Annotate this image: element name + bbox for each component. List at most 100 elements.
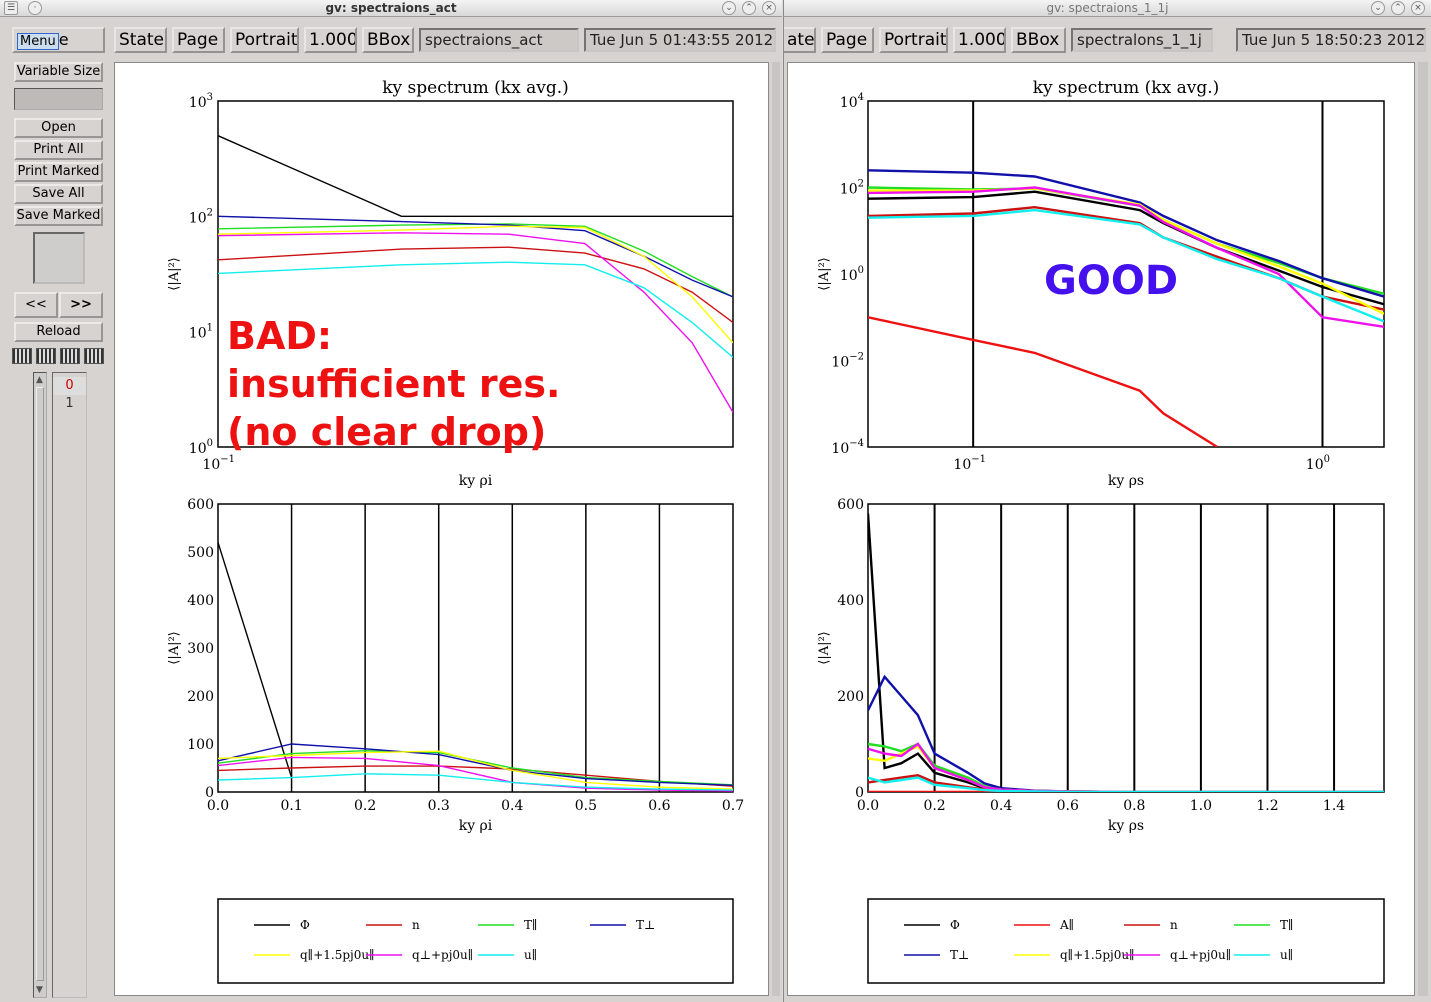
x-axis-label: ky ρs	[1108, 473, 1144, 489]
save-marked-button[interactable]: Save Marked	[14, 206, 103, 226]
print-marked-button[interactable]: Print Marked	[14, 162, 103, 182]
zoom-button[interactable]: 1.000	[953, 27, 1006, 53]
series-line-1	[218, 246, 733, 324]
chart-title: ky spectrum (kx avg.)	[382, 78, 569, 98]
legend-label: T∥	[524, 918, 538, 932]
series-line-3	[218, 743, 733, 786]
x-tick-label: 10−1	[202, 454, 235, 473]
print-all-button[interactable]: Print All	[14, 140, 103, 160]
window-menu-icon[interactable]: ☰	[4, 1, 18, 15]
x-tick-label: 100	[1306, 454, 1330, 473]
zoom-button[interactable]: 1.000	[304, 27, 357, 53]
date-field: Tue Jun 5 01:43:55 2012	[584, 28, 776, 52]
left-page-svg: ky spectrum (kx avg.) ky ρi ⟨|A|²⟩ 100 101 10…	[167, 78, 744, 984]
state-button[interactable]: State	[114, 27, 167, 53]
x-tick-label: 0.3	[428, 798, 450, 814]
series-line-6	[868, 186, 1384, 328]
plot-frame	[867, 503, 1385, 793]
scroll-down-icon[interactable]: ▼	[36, 985, 43, 995]
legend-box	[867, 898, 1385, 984]
sticky-icon[interactable]: ·	[28, 1, 42, 15]
plot-frame	[867, 100, 1385, 448]
left-side-panel: Variable Size Open Print All Print Marke…	[0, 18, 112, 1002]
series-line-7	[868, 776, 1384, 792]
y-tick-label: 100	[187, 737, 214, 753]
close-icon[interactable]: ×	[1411, 1, 1425, 15]
y-axis-label: ⟨|A|²⟩	[167, 257, 182, 291]
right-page: ky spectrum (kx avg.) ky ρs ⟨|A|²⟩ 104 102 10…	[787, 62, 1415, 996]
left-gv-window: ☰ · gv: spectraions_act ⌄ ⌃ × Menu e Stat…	[0, 0, 782, 1002]
y-tick-label: 600	[837, 497, 864, 513]
legend-label: n	[412, 918, 420, 932]
variable-size-button[interactable]: Variable Size	[14, 62, 103, 82]
y-tick-label: 102	[189, 207, 213, 226]
filename-field: spectraions_act	[419, 28, 579, 52]
series-line-7	[868, 208, 1384, 323]
x-tick-label: 0.6	[1057, 798, 1079, 814]
y-axis-label: ⟨|A|²⟩	[817, 631, 832, 665]
window-title: gv: spectraions_act	[325, 1, 457, 15]
mark-toggle-icons[interactable]	[12, 348, 104, 364]
next-page-button[interactable]: >>	[59, 292, 103, 318]
series-line-1	[218, 765, 733, 787]
chart-title: ky spectrum (kx avg.)	[1033, 78, 1220, 98]
prev-page-button[interactable]: <<	[14, 292, 58, 318]
x-tick-label: 1.0	[1190, 798, 1212, 814]
reload-button[interactable]: Reload	[14, 322, 103, 342]
mark-even-icon[interactable]	[36, 348, 56, 364]
orientation-button[interactable]: Portrait	[879, 27, 948, 53]
mark-odd-icon[interactable]	[12, 348, 32, 364]
scroll-thumb[interactable]	[36, 387, 44, 981]
series-line-6	[218, 261, 733, 358]
legend-label: u∥	[1280, 948, 1293, 962]
menu-button[interactable]: Menu e	[12, 27, 105, 53]
maximize-icon[interactable]: ⌃	[1391, 1, 1405, 15]
mark-current-icon[interactable]	[60, 348, 80, 364]
legend-label: T⊥	[950, 948, 969, 962]
x-tick-label: 1.2	[1256, 798, 1278, 814]
y-tick-label: 0	[205, 785, 214, 801]
page-scrollbar[interactable]: ▲ ▼	[33, 372, 47, 998]
x-tick-label: 0.0	[207, 798, 229, 814]
y-axis-label: ⟨|A|²⟩	[817, 257, 832, 291]
open-button[interactable]: Open	[14, 118, 103, 138]
minimize-icon[interactable]: ⌄	[722, 1, 736, 15]
x-tick-label: 0.2	[354, 798, 376, 814]
left-titlebar[interactable]: ☰ · gv: spectraions_act ⌄ ⌃ ×	[0, 0, 782, 17]
x-tick-label: 0.4	[990, 798, 1012, 814]
minimize-icon[interactable]: ⌄	[1371, 1, 1385, 15]
left-page-scrollbar[interactable]	[772, 62, 780, 996]
y-tick-label: 400	[837, 593, 864, 609]
page-preview[interactable]	[33, 232, 85, 284]
x-tick-label: 0.7	[722, 798, 744, 814]
bbox-button[interactable]: BBox	[362, 27, 414, 53]
bad-annotation-line1: BAD:	[227, 314, 332, 358]
maximize-icon[interactable]: ⌃	[742, 1, 756, 15]
legend-label: q∥+1.5pj0u∥	[1060, 948, 1135, 962]
bad-annotation-line2: insufficient res.	[227, 362, 560, 406]
right-page-scrollbar[interactable]	[1418, 62, 1428, 996]
legend-label: Φ	[950, 918, 960, 932]
window-title: gv: spectraions_1_1j	[1046, 1, 1169, 15]
x-tick-label: 0.0	[857, 798, 879, 814]
x-tick-label: 0.6	[648, 798, 670, 814]
page-item-0[interactable]: 0	[53, 377, 86, 395]
page-button[interactable]: Page	[172, 27, 225, 53]
series-line-1	[868, 316, 1218, 447]
save-all-button[interactable]: Save All	[14, 184, 103, 204]
page-item-1[interactable]: 1	[65, 396, 74, 411]
legend-box	[217, 898, 734, 984]
x-tick-label: 0.4	[501, 798, 523, 814]
y-tick-label: 200	[837, 689, 864, 705]
bbox-button[interactable]: BBox	[1011, 27, 1066, 53]
orientation-button[interactable]: Portrait	[230, 27, 299, 53]
series-line-6	[868, 742, 1384, 792]
close-icon[interactable]: ×	[762, 1, 776, 15]
unmark-icon[interactable]	[84, 348, 104, 364]
series-line-4	[218, 225, 733, 344]
series-line-4	[868, 169, 1384, 298]
state-button[interactable]: ate	[784, 27, 816, 53]
right-titlebar[interactable]: gv: spectraions_1_1j ⌄ ⌃ ×	[784, 0, 1431, 17]
page-button[interactable]: Page	[821, 27, 874, 53]
scroll-up-icon[interactable]: ▲	[36, 375, 43, 385]
